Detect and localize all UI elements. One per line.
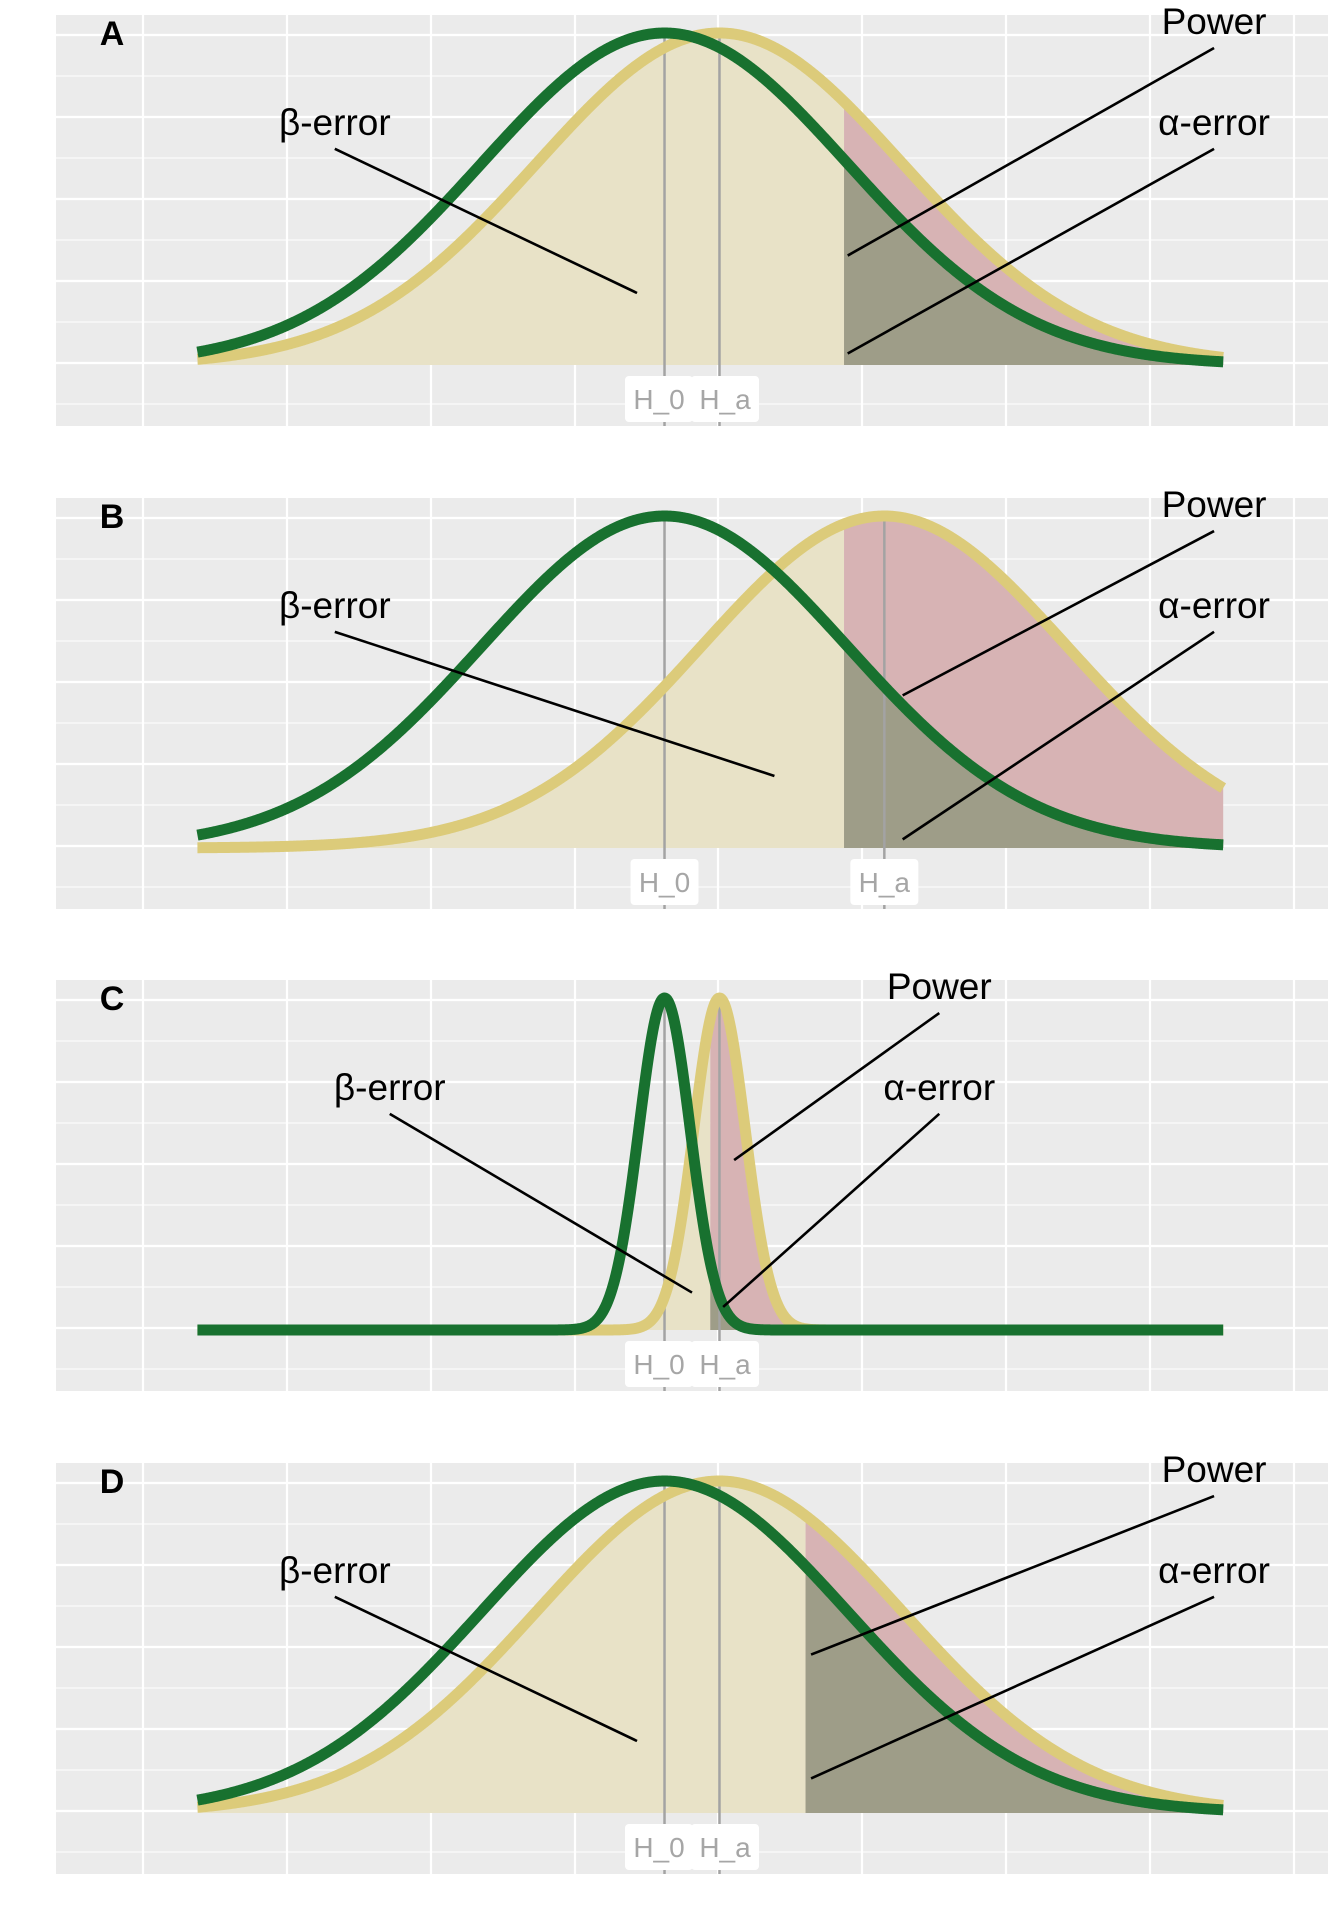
tick-label-box — [625, 376, 693, 422]
alpha-error-area — [805, 1566, 1224, 1813]
annotation-label: α-error — [1158, 102, 1270, 143]
annotation-label: β-error — [334, 1067, 446, 1108]
annotation-label: α-error — [1158, 1550, 1270, 1591]
alpha-error-area — [844, 159, 1224, 365]
h0-density-curve — [192, 992, 1228, 1336]
tick-label-box — [630, 859, 699, 905]
tick-label-h0: H_0 — [633, 384, 684, 415]
tick-label-ha: H_a — [699, 1832, 751, 1863]
tick-label-box — [691, 376, 759, 422]
power-area — [710, 998, 1224, 1330]
beta-error-area — [197, 523, 845, 848]
annotation-label: Power — [1162, 1, 1267, 42]
panel-label: C — [100, 980, 125, 1018]
annotation-label: α-error — [1158, 585, 1270, 626]
beta-error-area — [197, 33, 845, 366]
panel-b: H_0 H_a β-error Power α-error B — [56, 484, 1328, 909]
panel-label: D — [100, 1463, 125, 1501]
tick-label-box — [625, 1824, 693, 1870]
panel-d: H_0 H_a β-error Power α-error D — [56, 1449, 1328, 1874]
annotation-leader-line — [334, 630, 775, 778]
annotation-leader-line — [334, 1595, 638, 1743]
annotation-leader-line — [902, 529, 1215, 697]
tick-label-box — [691, 1824, 759, 1870]
h0-density-curve — [192, 510, 1228, 851]
annotation-leader-line — [847, 147, 1215, 355]
annotation-label: Power — [1162, 484, 1267, 525]
annotation-leader-line — [901, 630, 1215, 841]
panel-label: A — [100, 15, 125, 53]
beta-error-area — [197, 1481, 806, 1813]
panel-label: B — [100, 498, 125, 536]
tick-label-ha: H_a — [859, 867, 911, 898]
annotation-label: β-error — [279, 585, 391, 626]
h0-density-curve — [192, 1475, 1228, 1816]
annotation-label: β-error — [279, 1550, 391, 1591]
annotation-leader-line — [733, 1011, 941, 1162]
tick-label-ha: H_a — [699, 384, 751, 415]
annotation-label: Power — [1162, 1449, 1267, 1490]
h0-density-curve — [192, 27, 1228, 368]
tick-label-h0: H_0 — [633, 1349, 684, 1380]
tick-label-box — [625, 1341, 693, 1387]
tick-label-box — [691, 1341, 759, 1387]
ha-density-curve — [192, 27, 1228, 365]
annotation-label: β-error — [279, 102, 391, 143]
tick-label-h0: H_0 — [633, 1832, 684, 1863]
annotation-leader-line — [389, 1112, 693, 1294]
tick-label-box — [850, 859, 919, 905]
panel-a: H_0 H_a β-error Power α-error A — [56, 1, 1328, 426]
ha-density-curve — [192, 1475, 1228, 1813]
annotation-leader-line — [722, 1112, 941, 1308]
panel-c: H_0 H_a β-error Power α-error C — [56, 966, 1328, 1391]
annotation-leader-line — [334, 147, 638, 295]
alpha-error-area — [844, 642, 1224, 848]
tick-label-ha: H_a — [699, 1349, 751, 1380]
annotation-label: Power — [887, 966, 992, 1007]
annotation-leader-line — [810, 1494, 1215, 1656]
annotation-label: α-error — [883, 1067, 995, 1108]
tick-label-h0: H_0 — [639, 867, 690, 898]
annotation-leader-line — [847, 46, 1215, 257]
ha-density-curve — [192, 510, 1228, 854]
annotation-leader-line — [810, 1595, 1215, 1780]
